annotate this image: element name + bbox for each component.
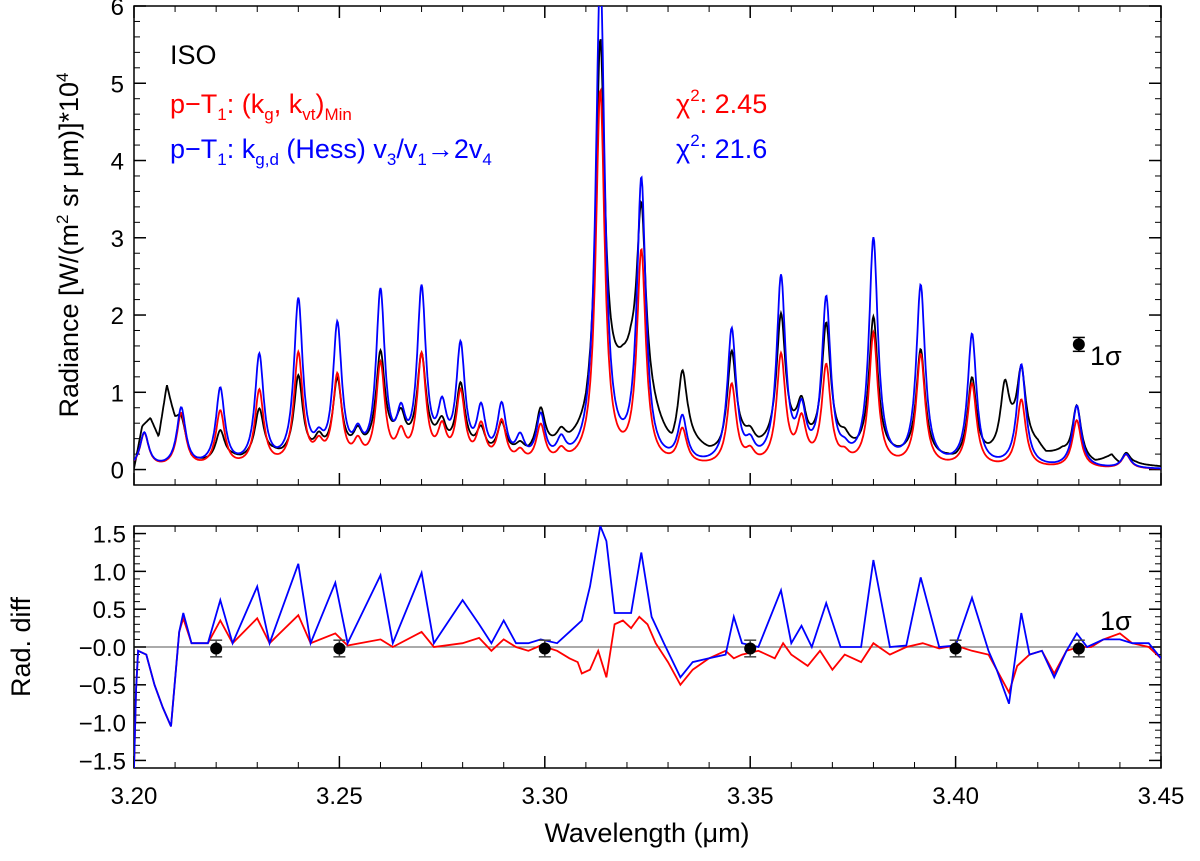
legend-iso: ISO — [170, 40, 217, 70]
bottom-error-points — [210, 639, 1085, 658]
bottom-ytick-label: −0.0 — [79, 635, 126, 662]
top-x-axis-ticks — [133, 6, 1162, 485]
bottom-series — [134, 526, 1161, 768]
bottom-xtick-label: 3.30 — [521, 783, 568, 810]
error-point-dot — [1072, 642, 1085, 655]
bottom-xtick-label: 3.35 — [727, 783, 774, 810]
error-point-dot — [744, 642, 757, 655]
top-sigma-label: 1σ — [1090, 341, 1122, 371]
top-sigma-marker — [1072, 336, 1085, 353]
x-axis-title: Wavelength (μm) — [544, 818, 749, 848]
top-sigma-dot — [1072, 338, 1085, 351]
bottom-sigma-label: 1σ — [1100, 606, 1132, 636]
top-ytick-label: 3 — [111, 226, 124, 253]
bottom-ytick-label: −0.5 — [79, 673, 126, 700]
bottom-series-line-0 — [134, 613, 1161, 768]
top-y-axis: 0 1 2 3 4 5 6 — [111, 0, 1161, 485]
bottom-xtick-label: 3.20 — [111, 783, 158, 810]
top-ytick-label: 1 — [111, 380, 124, 407]
bottom-ytick-label: 0.5 — [93, 597, 126, 624]
error-point-dot — [333, 642, 346, 655]
bottom-y-axis-title: Rad. diff — [6, 596, 36, 697]
legend-blue-model: p−T1: kg,d (Hess) v3/v1→2v4 — [170, 134, 492, 169]
error-point-dot — [210, 642, 223, 655]
top-plot-frame — [133, 5, 1162, 486]
legend-chi2-blue: χ2: 21.6 — [676, 131, 767, 164]
legend-red-model: p−T1: (kg, kvt)Min — [170, 89, 352, 124]
top-ytick-label: 2 — [111, 303, 124, 330]
top-series-line-2 — [134, 6, 1161, 470]
bottom-ytick-label: 1.5 — [93, 522, 126, 549]
bottom-series-line-1 — [134, 526, 1161, 768]
error-point-dot — [538, 642, 551, 655]
legend-chi2-red: χ2: 2.45 — [676, 86, 767, 119]
bottom-ytick-label: −1.5 — [79, 748, 126, 775]
bottom-ytick-label: −1.0 — [79, 711, 126, 738]
bottom-xtick-label: 3.45 — [1138, 783, 1185, 810]
top-ytick-label: 6 — [111, 0, 124, 21]
bottom-x-axis: 3.20 3.25 3.30 3.35 3.40 3.45 — [111, 526, 1185, 810]
bottom-y-axis: −1.5 −1.0 −0.5 −0.0 0.5 1.0 1.5 — [79, 522, 1161, 775]
bottom-xtick-label: 3.40 — [932, 783, 979, 810]
top-series-line-1 — [134, 87, 1161, 470]
error-point-dot — [949, 642, 962, 655]
top-ytick-label: 5 — [111, 71, 124, 98]
top-series — [134, 6, 1161, 470]
bottom-ytick-label: 1.0 — [93, 559, 126, 586]
bottom-xtick-label: 3.25 — [316, 783, 363, 810]
bottom-panel: −1.5−1.0−0.5−0.00.51.01.5 3.20 3.25 3.30 3.… — [6, 522, 1184, 848]
top-ytick-label: 4 — [111, 149, 124, 176]
top-y-axis-title: Radiance [W/(m2 sr μm)]*104 — [53, 72, 84, 417]
top-ytick-label: 0 — [111, 458, 124, 485]
